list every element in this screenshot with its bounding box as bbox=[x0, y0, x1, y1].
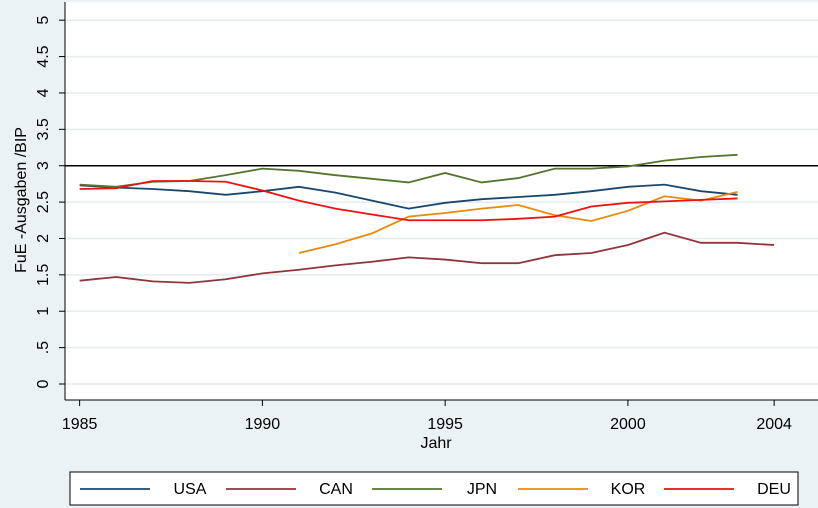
x-axis-title: Jahr bbox=[420, 435, 452, 452]
y-tick-label: 2.5 bbox=[35, 191, 52, 213]
x-tick-label: 1990 bbox=[245, 416, 281, 433]
y-tick-label: 5 bbox=[35, 16, 52, 25]
y-tick-label: 3 bbox=[35, 161, 52, 170]
legend-label: DEU bbox=[757, 481, 791, 498]
x-tick-label: 2004 bbox=[756, 416, 792, 433]
legend-label: CAN bbox=[319, 481, 353, 498]
y-tick-label: 3.5 bbox=[35, 118, 52, 140]
series-line bbox=[79, 183, 738, 210]
series-line bbox=[79, 231, 775, 284]
y-tick-label: 4 bbox=[35, 88, 52, 97]
y-tick-label: .5 bbox=[35, 341, 52, 354]
series-line bbox=[298, 191, 738, 254]
plot-area bbox=[65, 2, 818, 400]
x-tick-label: 2000 bbox=[610, 416, 646, 433]
series-line bbox=[79, 180, 738, 222]
x-tick-label: 1985 bbox=[62, 416, 98, 433]
y-tick-label: 1.5 bbox=[35, 264, 52, 286]
legend-label: USA bbox=[174, 481, 207, 498]
legend-label: KOR bbox=[611, 481, 646, 498]
y-tick-label: 0 bbox=[35, 379, 52, 388]
y-tick-label: 2 bbox=[35, 234, 52, 243]
legend-label: JPN bbox=[467, 481, 497, 498]
y-axis-title: FuE -Ausgaben /BIP bbox=[13, 127, 30, 273]
y-tick-label: 4.5 bbox=[35, 45, 52, 67]
x-tick-label: 1995 bbox=[427, 416, 463, 433]
y-tick-label: 1 bbox=[35, 307, 52, 316]
